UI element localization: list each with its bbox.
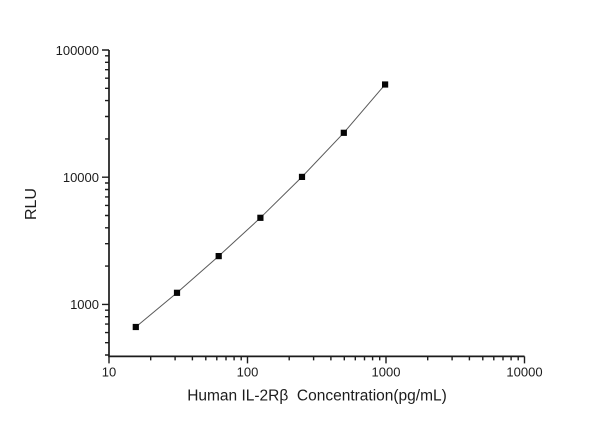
svg-text:100: 100 <box>237 365 259 380</box>
svg-text:1000: 1000 <box>372 365 401 380</box>
svg-text:Human IL-2Rβ Concentration(pg: Human IL-2Rβ Concentration(pg/mL) <box>187 388 447 405</box>
svg-text:10000: 10000 <box>506 365 542 380</box>
svg-text:RLU: RLU <box>23 188 40 220</box>
svg-text:10: 10 <box>102 365 116 380</box>
svg-text:1000: 1000 <box>70 297 99 312</box>
svg-text:100000: 100000 <box>56 43 99 58</box>
svg-text:10000: 10000 <box>63 170 99 185</box>
